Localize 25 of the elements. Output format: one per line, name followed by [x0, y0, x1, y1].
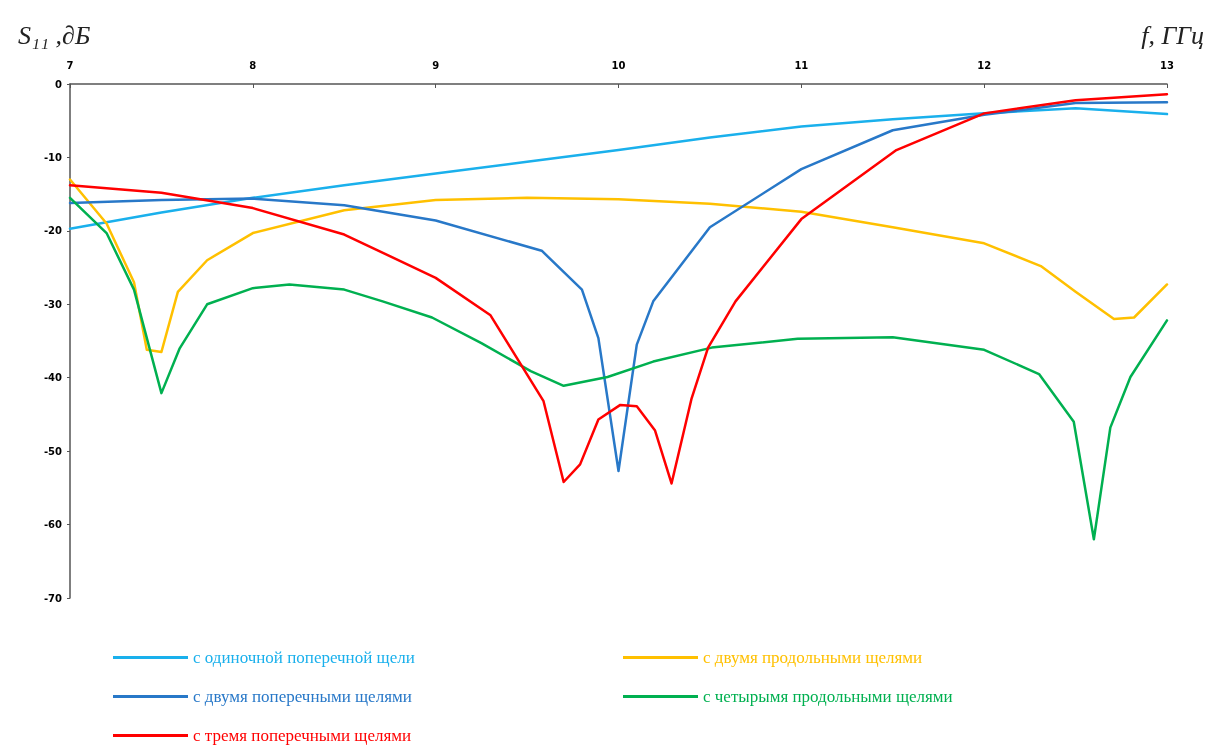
y-tick-label: -60 [43, 519, 63, 531]
x-tick-label: 13 [1160, 59, 1174, 71]
y-tick-label: -40 [43, 372, 63, 384]
y-axis-title: S₁₁ ,∂Б [18, 20, 91, 50]
y-tick-label: -30 [43, 298, 63, 310]
x-tick-label: 12 [977, 59, 992, 71]
y-tick-label: 0 [55, 78, 63, 90]
line-series [68, 196, 1169, 541]
x-tick-label: 10 [611, 59, 626, 71]
legend-label: с двумя продольными щелями [703, 648, 923, 667]
x-axis-title: f, ГГц [1141, 20, 1205, 50]
x-tick-label: 7 [66, 59, 74, 71]
y-tick-label: -70 [43, 592, 63, 604]
line-series [68, 178, 1169, 354]
legend-label: с тремя поперечными щелями [193, 726, 412, 745]
y-tick-label: -50 [43, 445, 63, 457]
legend-label: с двумя поперечными щелями [193, 687, 412, 706]
legend-label: с одиночной поперечной щели [193, 648, 415, 667]
line-series [68, 106, 1169, 230]
x-tick-label: 8 [249, 59, 257, 71]
y-tick-label: -20 [43, 225, 63, 237]
x-tick-label: 9 [432, 59, 440, 71]
legend-label: с четырымя продольными щелями [703, 687, 953, 706]
x-tick-label: 11 [794, 59, 809, 71]
y-tick-label: -10 [43, 151, 63, 163]
